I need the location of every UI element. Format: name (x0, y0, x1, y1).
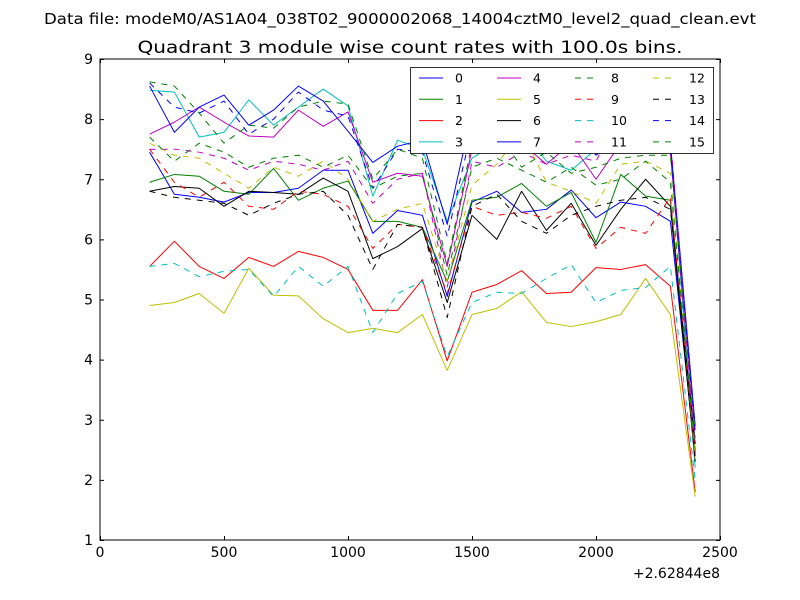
legend-label-6: 6 (533, 113, 541, 128)
x-axis-offset-text: +2.62844e8 (633, 566, 720, 582)
legend-item-10: 10 (575, 113, 627, 128)
legend-item-8: 8 (575, 71, 619, 86)
legend-item-13: 13 (653, 92, 705, 107)
legend-item-7: 7 (497, 134, 541, 149)
y-tick-label: 5 (84, 293, 93, 309)
axes-frame (99, 58, 721, 541)
series-line-0 (149, 151, 696, 456)
series-line-5 (149, 267, 696, 497)
series-line-13 (149, 190, 696, 444)
legend-frame (410, 67, 714, 154)
legend-item-1: 1 (419, 92, 463, 107)
series-line-8 (149, 81, 696, 432)
legend-item-3: 3 (419, 134, 463, 149)
y-tick-label: 1 (84, 533, 93, 549)
series-line-12 (149, 130, 696, 459)
legend-item-5: 5 (497, 92, 541, 107)
legend-item-9: 9 (575, 92, 619, 107)
y-tick-label: 8 (84, 112, 93, 128)
y-tick-label: 2 (84, 473, 93, 489)
chart-title: Quadrant 3 module wise count rates with … (138, 38, 683, 58)
x-tick-label: 1000 (330, 545, 366, 561)
x-tick-label: 2000 (578, 545, 614, 561)
legend-label-2: 2 (455, 113, 463, 128)
legend-label-8: 8 (611, 71, 619, 86)
series-line-2 (149, 240, 696, 492)
x-tick-label: 0 (96, 545, 105, 561)
legend-item-11: 11 (575, 134, 627, 149)
legend-label-1: 1 (455, 92, 463, 107)
legend-item-4: 4 (497, 71, 541, 86)
y-tick-label: 4 (84, 353, 93, 369)
series-line-15 (149, 136, 696, 450)
legend-item-12: 12 (653, 71, 705, 86)
series-line-10 (149, 262, 696, 480)
legend-label-11: 11 (611, 134, 627, 149)
legend-label-4: 4 (533, 71, 541, 86)
legend-item-2: 2 (419, 113, 463, 128)
x-tick-label: 500 (211, 545, 238, 561)
legend-label-7: 7 (533, 134, 541, 149)
legend-item-6: 6 (497, 113, 541, 128)
x-tick-label: 1500 (454, 545, 490, 561)
y-tick-label: 6 (84, 232, 93, 248)
y-tick-label: 7 (84, 172, 93, 188)
legend-label-14: 14 (689, 113, 705, 128)
legend-label-12: 12 (689, 71, 705, 86)
legend-label-5: 5 (533, 92, 541, 107)
legend-label-15: 15 (689, 134, 705, 149)
legend-label-10: 10 (611, 113, 627, 128)
y-tick-label: 3 (84, 413, 93, 429)
x-tick-label: 2500 (702, 545, 738, 561)
legend-item-14: 14 (653, 113, 705, 128)
figure-suptitle: Data file: modeM0/AS1A04_038T02_90000020… (44, 10, 756, 29)
y-tick-label: 9 (84, 52, 93, 68)
legend-label-13: 13 (689, 92, 705, 107)
legend-label-9: 9 (611, 92, 619, 107)
legend-label-0: 0 (455, 71, 463, 86)
legend-item-15: 15 (653, 134, 705, 149)
legend-label-3: 3 (455, 134, 463, 149)
legend-item-0: 0 (419, 71, 463, 86)
